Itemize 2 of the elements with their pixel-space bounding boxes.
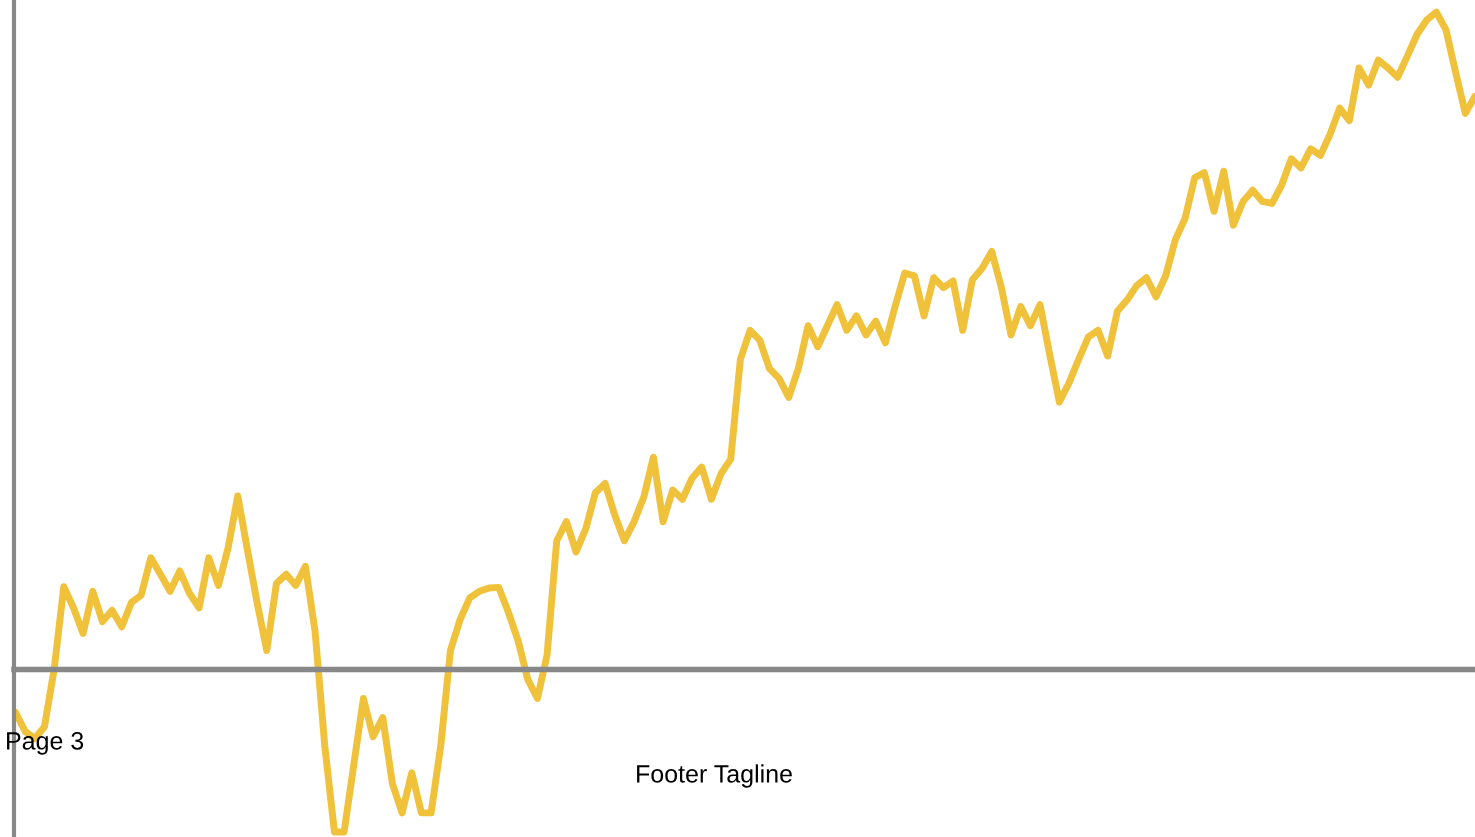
annotation: Footer Tagline	[637, 764, 792, 788]
annotation: Page 3	[7, 732, 84, 755]
